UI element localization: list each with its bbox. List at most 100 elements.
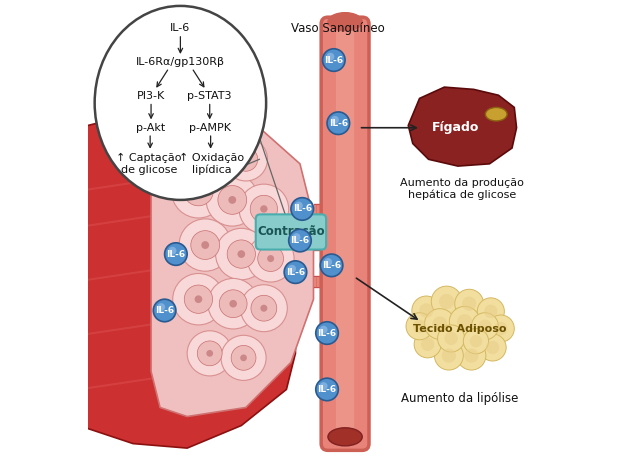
Circle shape: [240, 285, 287, 332]
FancyBboxPatch shape: [336, 31, 354, 432]
Circle shape: [424, 309, 455, 339]
Circle shape: [320, 326, 327, 334]
Text: p-AMPK: p-AMPK: [189, 123, 231, 133]
Circle shape: [154, 299, 176, 322]
Circle shape: [406, 313, 433, 340]
Ellipse shape: [328, 13, 362, 31]
Text: p-STAT3: p-STAT3: [187, 91, 232, 101]
Ellipse shape: [95, 6, 266, 200]
Circle shape: [320, 254, 343, 276]
Circle shape: [260, 205, 268, 212]
Text: p-Akt: p-Akt: [137, 123, 166, 133]
Polygon shape: [79, 110, 295, 448]
Circle shape: [243, 156, 249, 163]
Text: IL-6: IL-6: [317, 329, 337, 337]
Circle shape: [198, 341, 222, 366]
Circle shape: [324, 258, 332, 266]
Circle shape: [179, 219, 231, 271]
Circle shape: [229, 300, 237, 307]
Text: IL-6: IL-6: [171, 24, 191, 34]
Circle shape: [414, 331, 441, 358]
Circle shape: [284, 261, 307, 283]
Circle shape: [184, 176, 213, 206]
Circle shape: [251, 295, 277, 321]
Circle shape: [239, 184, 288, 234]
Text: Aumento da produção
hepática de glicose: Aumento da produção hepática de glicose: [401, 178, 524, 200]
Text: ↑ Captação
de glicose: ↑ Captação de glicose: [116, 153, 182, 175]
Circle shape: [157, 303, 165, 311]
Circle shape: [441, 348, 456, 363]
Circle shape: [419, 303, 433, 318]
Circle shape: [227, 240, 255, 268]
Circle shape: [463, 329, 488, 354]
Circle shape: [240, 355, 247, 361]
Circle shape: [224, 138, 268, 181]
Text: Contração: Contração: [257, 225, 325, 238]
Circle shape: [478, 320, 492, 333]
Text: IL-6: IL-6: [322, 261, 341, 270]
Circle shape: [472, 313, 498, 340]
Circle shape: [172, 273, 224, 325]
Ellipse shape: [485, 108, 507, 121]
Circle shape: [432, 316, 448, 332]
Circle shape: [218, 186, 246, 214]
FancyBboxPatch shape: [321, 17, 369, 450]
Circle shape: [439, 294, 455, 309]
Circle shape: [288, 265, 296, 273]
Text: IL-6Rα/gp130Rβ: IL-6Rα/gp130Rβ: [136, 57, 225, 67]
Circle shape: [171, 164, 226, 218]
Circle shape: [247, 235, 294, 282]
Circle shape: [486, 340, 499, 354]
Circle shape: [250, 195, 278, 222]
Circle shape: [484, 305, 498, 318]
Text: IL-6: IL-6: [329, 118, 348, 128]
Circle shape: [331, 116, 339, 124]
Text: IL-6: IL-6: [166, 250, 186, 259]
Text: IL-6: IL-6: [317, 385, 337, 394]
Polygon shape: [408, 87, 517, 166]
Circle shape: [258, 246, 283, 271]
Circle shape: [450, 306, 480, 337]
Circle shape: [260, 305, 267, 312]
Circle shape: [295, 202, 303, 209]
Circle shape: [191, 231, 219, 259]
Circle shape: [421, 338, 435, 351]
Circle shape: [316, 322, 339, 344]
Text: IL-6: IL-6: [290, 236, 310, 245]
Circle shape: [464, 348, 478, 363]
Circle shape: [267, 255, 274, 262]
Circle shape: [487, 315, 514, 342]
Circle shape: [327, 53, 334, 61]
Text: Vaso Sanguíneo: Vaso Sanguíneo: [292, 22, 385, 35]
Circle shape: [327, 112, 350, 134]
Circle shape: [228, 196, 236, 204]
Circle shape: [455, 289, 483, 318]
Text: PI3-K: PI3-K: [137, 91, 165, 101]
Circle shape: [293, 233, 300, 241]
Circle shape: [219, 290, 247, 318]
Text: IL-6: IL-6: [155, 306, 174, 315]
Text: IL-6: IL-6: [293, 204, 312, 213]
Circle shape: [184, 285, 213, 313]
Circle shape: [169, 247, 176, 255]
Circle shape: [477, 298, 504, 325]
Text: IL-6: IL-6: [286, 267, 305, 276]
Circle shape: [462, 296, 477, 311]
Circle shape: [206, 350, 213, 357]
Circle shape: [216, 228, 267, 280]
Circle shape: [457, 314, 472, 330]
Circle shape: [192, 128, 236, 172]
Text: IL-6: IL-6: [324, 55, 344, 64]
Circle shape: [187, 331, 232, 376]
Circle shape: [413, 320, 426, 333]
Circle shape: [234, 148, 258, 171]
Circle shape: [438, 325, 465, 352]
Polygon shape: [151, 114, 314, 416]
Circle shape: [457, 341, 486, 370]
FancyBboxPatch shape: [256, 214, 326, 250]
Circle shape: [291, 197, 314, 220]
Circle shape: [194, 187, 203, 195]
Circle shape: [431, 286, 462, 317]
Circle shape: [206, 174, 258, 226]
Circle shape: [208, 278, 258, 329]
